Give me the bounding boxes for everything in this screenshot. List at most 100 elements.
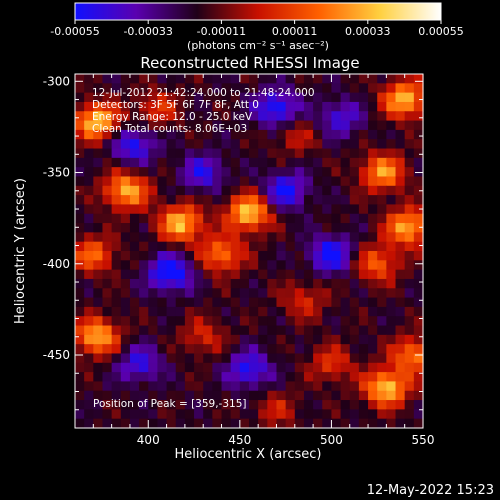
heatmap-cell bbox=[157, 232, 168, 243]
heatmap-cell bbox=[129, 409, 140, 420]
heatmap-cell bbox=[84, 344, 94, 355]
heatmap-cell bbox=[358, 157, 369, 168]
heatmap-cell bbox=[349, 400, 360, 410]
heatmap-cell bbox=[358, 251, 369, 261]
heatmap-cell bbox=[84, 288, 94, 299]
heatmap-cell bbox=[175, 74, 186, 84]
heatmap-cell bbox=[175, 129, 186, 140]
heatmap-cell bbox=[358, 297, 369, 308]
annotation-detectors: Detectors: 3F 5F 6F 7F 8F, Att 0 bbox=[92, 99, 259, 111]
heatmap-cell bbox=[313, 195, 323, 206]
heatmap-cell bbox=[404, 353, 415, 364]
heatmap-cell bbox=[349, 120, 360, 131]
heatmap-cell bbox=[340, 372, 351, 383]
heatmap-cell bbox=[175, 409, 186, 420]
heatmap-cell bbox=[285, 213, 296, 224]
heatmap-cell bbox=[157, 297, 168, 308]
heatmap-cell bbox=[194, 372, 204, 383]
heatmap-cell bbox=[120, 418, 131, 429]
heatmap-cell bbox=[239, 83, 250, 94]
heatmap-cell bbox=[129, 120, 140, 131]
heatmap-cell bbox=[93, 129, 104, 140]
heatmap-cell bbox=[212, 260, 223, 271]
heatmap-cell bbox=[166, 278, 177, 289]
heatmap-cell bbox=[203, 241, 213, 252]
heatmap-cell bbox=[368, 269, 378, 280]
heatmap-cell bbox=[148, 120, 159, 131]
heatmap-cell bbox=[175, 232, 186, 243]
heatmap-cell bbox=[230, 362, 241, 373]
heatmap-cell bbox=[93, 111, 104, 122]
heatmap-cell bbox=[184, 260, 195, 271]
heatmap-cell bbox=[340, 400, 351, 410]
heatmap-cell bbox=[93, 176, 104, 187]
x-tick-label: 550 bbox=[412, 433, 435, 447]
heatmap-cell bbox=[157, 390, 168, 401]
heatmap-cell bbox=[340, 195, 351, 206]
heatmap-cell bbox=[249, 400, 259, 410]
heatmap-cell bbox=[313, 278, 323, 289]
heatmap-cell bbox=[303, 223, 314, 233]
heatmap-cell bbox=[413, 297, 424, 308]
heatmap-cell bbox=[75, 297, 85, 308]
heatmap-cell bbox=[84, 195, 94, 206]
heatmap-cell bbox=[203, 381, 213, 392]
heatmap-cell bbox=[120, 278, 131, 289]
heatmap-cell bbox=[84, 223, 94, 233]
heatmap-cell bbox=[340, 269, 351, 280]
heatmap-cell bbox=[203, 325, 213, 336]
heatmap-cell bbox=[166, 120, 177, 131]
heatmap-cell bbox=[358, 92, 369, 103]
heatmap-cell bbox=[139, 353, 149, 364]
heatmap-cell bbox=[413, 120, 424, 131]
heatmap-cell bbox=[230, 120, 241, 131]
heatmap-cell bbox=[294, 223, 305, 233]
heatmap-cell bbox=[258, 381, 268, 392]
heatmap-cell bbox=[358, 400, 369, 410]
heatmap-cell bbox=[285, 251, 296, 261]
heatmap-cell bbox=[267, 157, 278, 168]
heatmap-cell bbox=[267, 278, 278, 289]
heatmap-cell bbox=[84, 101, 94, 112]
heatmap-cell bbox=[404, 213, 415, 224]
heatmap-cell bbox=[194, 344, 204, 355]
heatmap-cell bbox=[349, 288, 360, 299]
heatmap-cell bbox=[331, 251, 342, 261]
heatmap-cell bbox=[148, 74, 159, 84]
heatmap-cell bbox=[239, 372, 250, 383]
heatmap-cell bbox=[166, 344, 177, 355]
heatmap-cell bbox=[120, 297, 131, 308]
heatmap-cell bbox=[175, 288, 186, 299]
heatmap-cell bbox=[395, 316, 406, 327]
heatmap-cell bbox=[175, 251, 186, 261]
heatmap-cell bbox=[221, 353, 232, 364]
heatmap-cell bbox=[194, 74, 204, 84]
heatmap-cell bbox=[331, 325, 342, 336]
heatmap-cell bbox=[340, 223, 351, 233]
heatmap-cell bbox=[75, 306, 85, 317]
heatmap-cell bbox=[230, 195, 241, 206]
heatmap-cell bbox=[221, 92, 232, 103]
heatmap-cell bbox=[294, 325, 305, 336]
heatmap-cell bbox=[221, 111, 232, 122]
heatmap-cell bbox=[294, 204, 305, 215]
heatmap-cell bbox=[139, 269, 149, 280]
heatmap-cell bbox=[294, 278, 305, 289]
heatmap-cell bbox=[212, 418, 223, 429]
heatmap-cell bbox=[285, 176, 296, 187]
heatmap-cell bbox=[139, 316, 149, 327]
heatmap-cell bbox=[377, 344, 387, 355]
heatmap-cell bbox=[111, 381, 122, 392]
heatmap-cell bbox=[75, 92, 85, 103]
heatmap-cell bbox=[285, 381, 296, 392]
heatmap-cell bbox=[340, 111, 351, 122]
heatmap-cell bbox=[395, 325, 406, 336]
heatmap-cell bbox=[349, 148, 360, 159]
heatmap-cell bbox=[413, 409, 424, 420]
heatmap-cell bbox=[102, 101, 113, 112]
heatmap-cell bbox=[413, 176, 424, 187]
heatmap-cell bbox=[221, 362, 232, 373]
heatmap-cell bbox=[212, 195, 223, 206]
heatmap-cell bbox=[313, 316, 323, 327]
heatmap-cell bbox=[212, 372, 223, 383]
